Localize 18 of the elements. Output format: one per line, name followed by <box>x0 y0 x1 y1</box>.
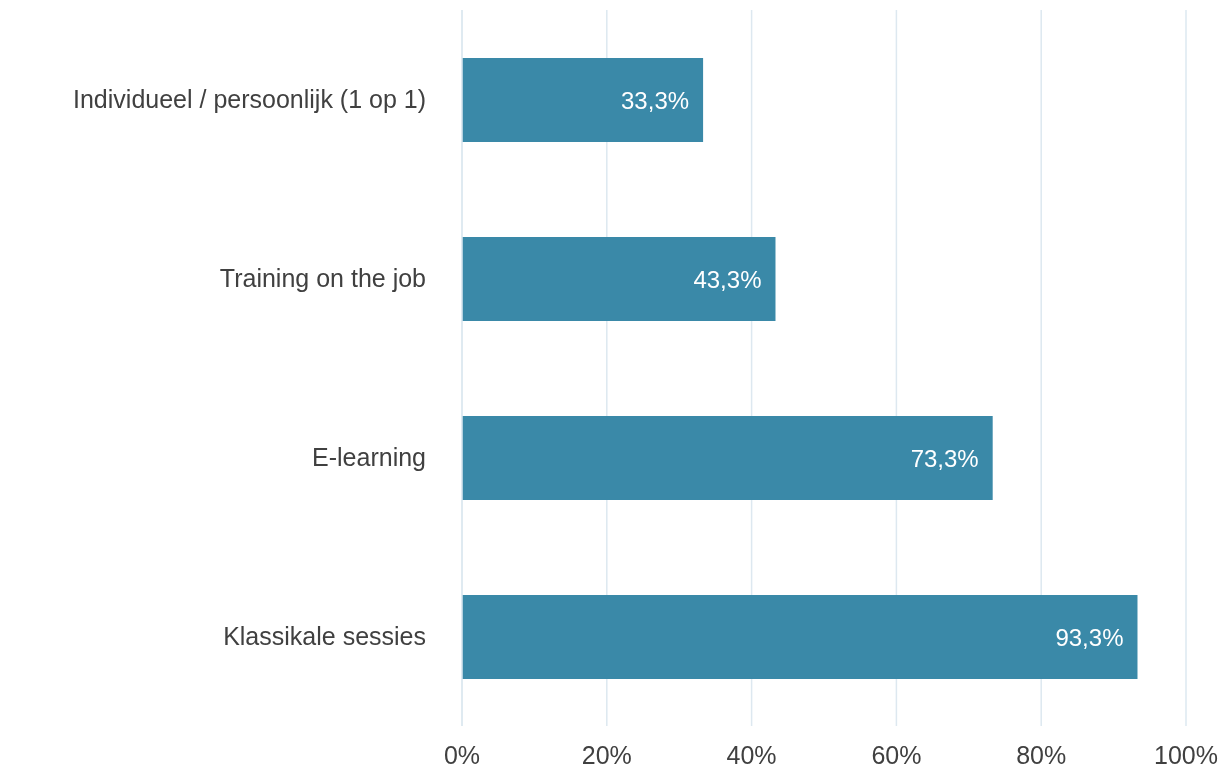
data-label: 73,3% <box>910 444 979 472</box>
y-tick-label: E-learning <box>312 443 426 472</box>
x-tick-label: 40% <box>726 740 777 769</box>
x-tick-label: 20% <box>581 740 632 769</box>
y-tick-label: Individueel / persoonlijk (1 op 1) <box>73 85 426 114</box>
bar <box>462 416 993 500</box>
data-label: 33,3% <box>621 86 690 114</box>
y-tick-label: Klassikale sessies <box>223 622 426 651</box>
bar <box>462 58 704 142</box>
bar <box>462 595 1138 679</box>
x-tick-label: 0% <box>443 740 481 769</box>
bar <box>462 237 776 321</box>
x-tick-label: 100% <box>1154 740 1218 769</box>
y-tick-label: Training on the job <box>219 264 426 293</box>
data-label: 93,3% <box>1055 623 1124 651</box>
x-tick-label: 60% <box>871 740 922 769</box>
x-tick-label: 80% <box>1016 740 1067 769</box>
data-label: 43,3% <box>693 265 762 293</box>
